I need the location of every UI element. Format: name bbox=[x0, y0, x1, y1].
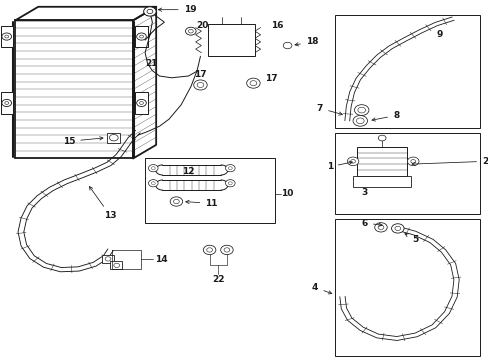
Circle shape bbox=[283, 42, 291, 49]
Circle shape bbox=[105, 257, 111, 261]
Bar bbox=[135, 26, 147, 47]
Circle shape bbox=[5, 35, 9, 38]
Text: 18: 18 bbox=[294, 37, 318, 46]
Text: 11: 11 bbox=[185, 199, 217, 208]
Circle shape bbox=[225, 180, 235, 187]
Circle shape bbox=[357, 107, 365, 113]
Text: 17: 17 bbox=[194, 70, 206, 79]
Circle shape bbox=[185, 27, 196, 35]
Circle shape bbox=[356, 118, 364, 124]
Text: 1: 1 bbox=[326, 161, 352, 171]
Circle shape bbox=[203, 245, 215, 255]
Bar bbox=[135, 92, 147, 114]
Text: 20: 20 bbox=[196, 21, 208, 30]
Circle shape bbox=[374, 223, 386, 232]
Text: 17: 17 bbox=[265, 75, 278, 84]
Circle shape bbox=[5, 102, 9, 104]
Circle shape bbox=[137, 33, 146, 40]
Circle shape bbox=[346, 157, 358, 166]
Text: 19: 19 bbox=[158, 5, 196, 14]
Circle shape bbox=[193, 80, 207, 90]
Circle shape bbox=[109, 134, 118, 141]
Circle shape bbox=[220, 245, 233, 255]
Circle shape bbox=[2, 33, 12, 40]
Circle shape bbox=[137, 99, 146, 107]
Circle shape bbox=[173, 199, 179, 204]
Circle shape bbox=[249, 81, 256, 86]
Circle shape bbox=[228, 182, 232, 185]
Text: 16: 16 bbox=[270, 21, 283, 30]
Bar bbox=[352, 176, 410, 187]
Bar bbox=[145, 158, 275, 223]
Text: 8: 8 bbox=[371, 111, 398, 121]
Circle shape bbox=[151, 182, 155, 185]
Bar bbox=[102, 255, 114, 263]
Circle shape bbox=[114, 263, 120, 267]
Circle shape bbox=[148, 180, 158, 187]
Text: 22: 22 bbox=[212, 275, 224, 284]
Circle shape bbox=[147, 9, 152, 14]
Text: 4: 4 bbox=[311, 283, 331, 294]
Text: 7: 7 bbox=[316, 104, 342, 115]
Circle shape bbox=[188, 30, 193, 33]
Bar bbox=[0, 26, 13, 47]
Bar bbox=[110, 261, 122, 269]
Bar bbox=[15, 21, 133, 158]
Circle shape bbox=[197, 82, 203, 87]
Text: 21: 21 bbox=[145, 59, 157, 68]
Circle shape bbox=[2, 99, 12, 107]
Text: 10: 10 bbox=[280, 189, 293, 198]
Text: 13: 13 bbox=[89, 186, 117, 220]
Circle shape bbox=[225, 165, 235, 172]
Bar bbox=[335, 133, 479, 214]
Text: 6: 6 bbox=[361, 219, 382, 228]
Circle shape bbox=[170, 197, 183, 206]
Circle shape bbox=[352, 116, 367, 126]
Circle shape bbox=[391, 224, 403, 233]
Circle shape bbox=[139, 35, 143, 38]
Bar bbox=[0, 92, 13, 114]
Circle shape bbox=[143, 7, 156, 16]
Text: 9: 9 bbox=[435, 30, 442, 39]
Bar bbox=[335, 15, 479, 128]
Circle shape bbox=[148, 165, 158, 172]
Bar bbox=[335, 220, 479, 356]
Circle shape bbox=[350, 159, 355, 163]
Circle shape bbox=[377, 225, 383, 229]
Circle shape bbox=[407, 157, 418, 166]
Circle shape bbox=[224, 248, 229, 252]
Circle shape bbox=[394, 226, 400, 230]
Bar bbox=[106, 133, 120, 143]
Circle shape bbox=[206, 248, 212, 252]
Circle shape bbox=[139, 102, 143, 104]
Circle shape bbox=[378, 135, 385, 141]
Circle shape bbox=[228, 167, 232, 170]
Circle shape bbox=[354, 105, 368, 116]
Bar bbox=[207, 24, 254, 56]
Bar bbox=[356, 147, 407, 176]
Text: 12: 12 bbox=[182, 167, 194, 176]
Circle shape bbox=[151, 167, 155, 170]
Circle shape bbox=[246, 78, 260, 88]
Text: 3: 3 bbox=[361, 188, 367, 197]
Circle shape bbox=[410, 159, 415, 163]
Text: 15: 15 bbox=[62, 137, 103, 146]
Text: 14: 14 bbox=[154, 255, 167, 264]
Text: 2: 2 bbox=[411, 157, 488, 166]
Text: 5: 5 bbox=[404, 234, 418, 244]
